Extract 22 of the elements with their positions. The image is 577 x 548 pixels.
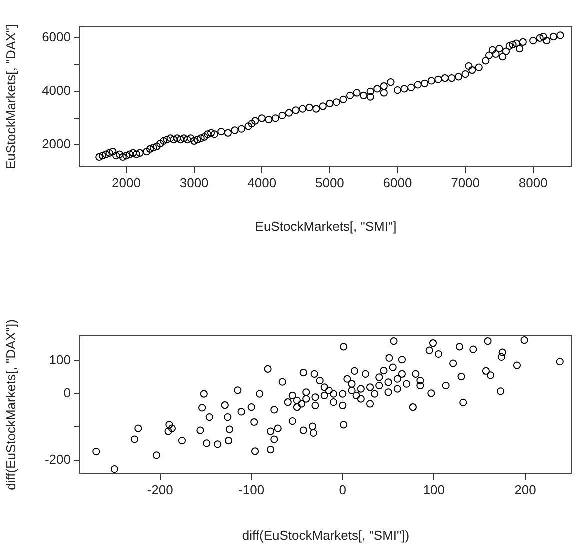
y-tick-label: 6000 [42, 30, 71, 45]
x-tick-label: -200 [147, 482, 174, 498]
x-tick-label: -100 [238, 482, 265, 498]
y-axis-title: diff(EuStockMarkets[, "DAX"]) [3, 320, 18, 490]
x-axis-title: diff(EuStockMarkets[, "SMI"]) [242, 528, 410, 543]
x-tick-label: 4000 [248, 175, 277, 190]
x-tick-label: 5000 [315, 175, 344, 190]
x-tick-label: 7000 [451, 175, 480, 190]
x-tick-label: 200 [514, 482, 536, 498]
y-tick-label: -200 [44, 452, 71, 467]
x-tick-label: 0 [339, 482, 347, 498]
x-axis-title: EuStockMarkets[, "SMI"] [255, 218, 397, 234]
y-tick-label: 0 [64, 386, 71, 401]
x-tick-label: 3000 [180, 175, 209, 190]
y-tick-label: 2000 [42, 136, 71, 152]
x-tick-label: 6000 [383, 175, 412, 190]
y-axis-title: EuStockMarkets[, "DAX"] [3, 24, 18, 170]
x-tick-label: 100 [423, 482, 446, 498]
y-tick-label: 4000 [42, 83, 71, 98]
x-tick-label: 8000 [518, 175, 548, 190]
y-tick-label: 100 [49, 352, 71, 368]
x-tick-label: 2000 [112, 175, 141, 190]
